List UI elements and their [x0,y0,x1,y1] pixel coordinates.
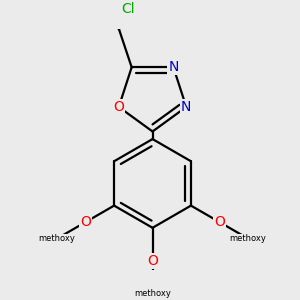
Text: methoxy: methoxy [134,289,171,298]
Text: O: O [147,254,158,268]
Text: O: O [214,215,225,229]
Text: methoxy: methoxy [39,234,76,243]
Text: N: N [168,60,178,74]
Text: N: N [181,100,191,114]
Text: O: O [113,100,124,114]
Text: Cl: Cl [121,2,135,16]
Text: methoxy: methoxy [230,234,266,243]
Text: O: O [80,215,91,229]
